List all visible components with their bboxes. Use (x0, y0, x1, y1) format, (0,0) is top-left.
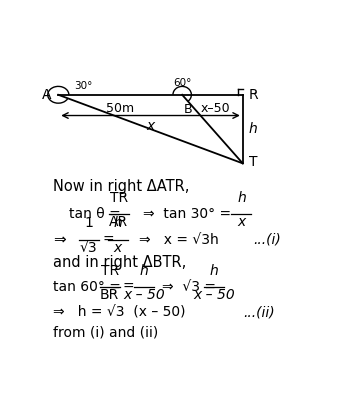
Text: √3: √3 (80, 241, 98, 255)
Text: x–50: x–50 (200, 103, 230, 115)
Text: 50m: 50m (106, 103, 134, 115)
Text: B: B (184, 103, 192, 116)
Text: T: T (249, 155, 257, 169)
Text: h: h (209, 264, 218, 278)
Text: =: = (122, 280, 134, 294)
Text: h: h (237, 190, 246, 205)
Text: AR: AR (109, 215, 129, 229)
Text: tan 60° =: tan 60° = (53, 280, 121, 294)
Text: ⇒   x = √3h: ⇒ x = √3h (139, 232, 218, 247)
Text: x: x (147, 119, 155, 133)
Text: ⇒: ⇒ (53, 232, 66, 247)
Text: x – 50: x – 50 (123, 288, 165, 302)
Text: from (i) and (ii): from (i) and (ii) (53, 326, 158, 340)
Text: BR: BR (100, 288, 119, 302)
Text: ⇒  √3 =: ⇒ √3 = (163, 280, 216, 294)
Text: TR: TR (110, 190, 128, 205)
Text: Now in right ΔATR,: Now in right ΔATR, (53, 179, 189, 194)
Text: 1: 1 (84, 217, 93, 230)
Text: ⇒   h = √3  (x – 50): ⇒ h = √3 (x – 50) (53, 306, 186, 320)
Text: TR: TR (101, 264, 119, 278)
Text: ...(ii): ...(ii) (243, 306, 274, 320)
Text: A: A (42, 88, 52, 102)
Text: h: h (249, 122, 257, 136)
Text: h: h (140, 264, 148, 278)
Text: ⇒  tan 30° =: ⇒ tan 30° = (143, 207, 231, 221)
Text: 30°: 30° (75, 81, 93, 91)
Text: x: x (237, 215, 245, 229)
Text: 60°: 60° (173, 78, 191, 88)
Text: R: R (249, 88, 258, 102)
Text: and in right ΔBTR,: and in right ΔBTR, (53, 255, 186, 270)
Text: x: x (114, 241, 122, 255)
Text: ...(i): ...(i) (253, 232, 281, 247)
Text: x – 50: x – 50 (193, 288, 235, 302)
Text: =: = (103, 232, 114, 247)
Text: tan θ =: tan θ = (69, 207, 121, 221)
Text: h: h (113, 217, 122, 230)
